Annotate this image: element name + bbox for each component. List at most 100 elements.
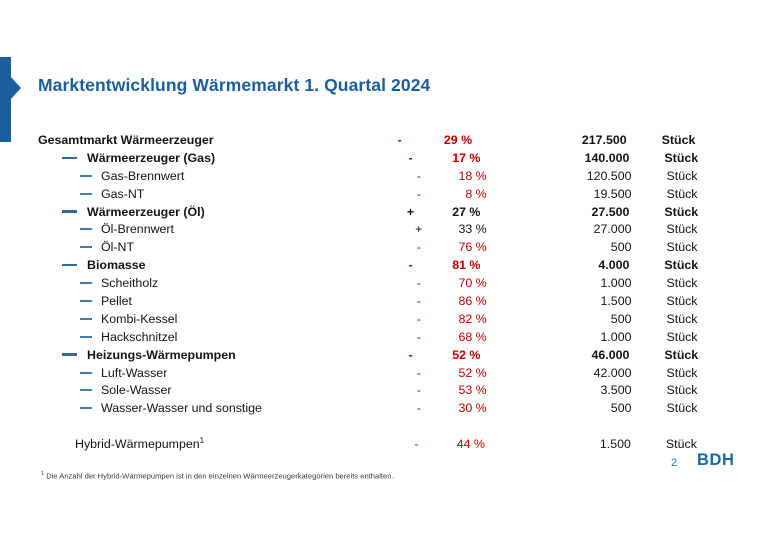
units-value: 4.000 (598, 258, 630, 273)
unit-label: Stück (664, 150, 699, 165)
unit-label: Stück (666, 311, 698, 326)
trend-sign: - (416, 401, 421, 416)
percent-change: 44 % (456, 437, 485, 452)
table-row: Öl-Brennwert +33 % 27.000 Stück (38, 220, 738, 238)
row-label: Öl-NT (101, 240, 135, 255)
page-title: Marktentwicklung Wärmemarkt 1. Quartal 2… (38, 75, 431, 95)
row-label: Wärmeerzeuger (Öl) (87, 204, 205, 219)
tree-dash-icon (62, 263, 77, 267)
trend-sign: - (416, 365, 421, 380)
units-value: 1.500 (600, 293, 632, 308)
units-value: 42.000 (593, 365, 632, 380)
row-label-cell: Hybrid-Wärmepumpen1 (38, 437, 398, 452)
percent-change: 68 % (458, 329, 487, 344)
percent-change: 52 % (458, 365, 487, 380)
tree-dash-icon (80, 299, 92, 302)
units-value: 27.500 (591, 204, 630, 219)
row-label-cell: Gas-NT (38, 187, 401, 201)
trend-sign: - (416, 186, 421, 201)
units-value: 19.500 (593, 186, 632, 201)
unit-label: Stück (666, 293, 698, 308)
unit-label: Stück (664, 258, 699, 273)
row-label: Scheitholz (101, 276, 159, 291)
row-label: Kombi-Kessel (101, 311, 178, 326)
percent-change: 53 % (458, 383, 487, 398)
table-row: Gas-Brennwert - 18 % 120.500 Stück (38, 167, 738, 185)
trend-sign: - (416, 383, 421, 398)
unit-label: Stück (666, 222, 698, 237)
trend-sign: - (416, 240, 421, 255)
percent-change: 18 % (458, 168, 487, 183)
unit-label: Stück (666, 365, 698, 380)
units-value: 1.000 (600, 276, 632, 291)
row-label: Luft-Wasser (101, 365, 168, 380)
row-label: Biomasse (87, 258, 146, 273)
trend-sign: - (416, 168, 421, 183)
table-row: Kombi-Kessel - 82 % 500 Stück (38, 310, 738, 328)
trend-sign: - (416, 329, 421, 344)
tree-dash-icon (80, 407, 92, 410)
percent-change: 27 % (452, 204, 481, 219)
percent-change: 29 % (443, 132, 473, 147)
trend-sign: - (414, 437, 419, 452)
row-label: Gesamtmarkt Wärmeerzeuger (38, 132, 214, 147)
tree-dash-icon (62, 353, 77, 356)
units-value: 27.000 (593, 222, 632, 237)
percent-change: 30 % (458, 401, 487, 416)
unit-label: Stück (661, 132, 696, 147)
percent-change: 76 % (458, 240, 487, 255)
percent-change: 8 % (465, 186, 487, 201)
row-label-cell: Öl-NT (38, 240, 401, 254)
row-label: Sole-Wasser (101, 383, 172, 398)
trend-sign: - (397, 132, 402, 147)
footnote-superscript: 1 (41, 471, 45, 477)
row-label-cell: Kombi-Kessel (38, 312, 401, 326)
percent-change: 82 % (458, 311, 487, 326)
unit-label: Stück (666, 383, 698, 398)
unit-label: Stück (666, 168, 698, 183)
units-value: 217.500 (581, 132, 627, 147)
row-label: Hackschnitzel (101, 329, 178, 344)
row-label: Wasser-Wasser und sonstige (101, 401, 262, 416)
tree-dash-icon (80, 192, 92, 195)
tree-dash-icon (80, 317, 92, 320)
tree-dash-icon (80, 335, 92, 338)
units-value: 46.000 (591, 347, 630, 362)
row-label: Wärmeerzeuger (Gas) (87, 150, 216, 165)
unit-label: Stück (666, 329, 698, 344)
unit-label: Stück (666, 186, 698, 201)
units-value: 1.000 (600, 329, 632, 344)
row-label-cell: Gesamtmarkt Wärmeerzeuger (38, 133, 381, 147)
row-label: Öl-Brennwert (101, 222, 174, 237)
table-row: Pellet - 86 % 1.500 Stück (38, 292, 738, 310)
units-value: 140.000 (584, 150, 630, 165)
units-value: 1.500 (599, 437, 631, 452)
table-row: Wasser-Wasser und sonstige - 30 % 500 Stück (38, 399, 738, 417)
unit-label: Stück (665, 437, 697, 452)
tree-dash-icon (80, 282, 92, 285)
unit-label: Stück (666, 240, 698, 255)
units-value: 3.500 (600, 383, 632, 398)
units-value: 500 (610, 401, 632, 416)
units-value: 120.500 (586, 168, 632, 183)
units-value: 500 (610, 311, 632, 326)
row-label-cell: Heizungs-Wärmepumpen (38, 348, 392, 362)
table-row: Luft-Wasser - 52 % 42.000 Stück (38, 364, 738, 382)
table-row: Gas-NT - 8 % 19.500 Stück (38, 185, 738, 203)
table-row: Hackschnitzel - 68 % 1.000 Stück (38, 328, 738, 346)
tree-dash-icon (62, 210, 77, 213)
row-label: Gas-NT (101, 186, 145, 201)
table-row: Biomasse - 81 % 4.000 Stück (38, 256, 738, 274)
table-row: Öl-NT - 76 % 500 Stück (38, 238, 738, 256)
row-label-cell: Hackschnitzel (38, 330, 401, 344)
trend-sign: - (416, 293, 421, 308)
unit-label: Stück (666, 401, 698, 416)
market-table: Gesamtmarkt Wärmeerzeuger - 29 % 217.500 Stü… (38, 131, 738, 453)
trend-sign: - (416, 276, 421, 291)
row-label-cell: Biomasse (38, 258, 392, 272)
trend-sign: - (408, 258, 413, 273)
trend-sign: - (408, 347, 413, 362)
table-row: Heizungs-Wärmepumpen - 52 % 46.000 Stück (38, 346, 738, 364)
percent-change: 33 % (458, 222, 487, 237)
